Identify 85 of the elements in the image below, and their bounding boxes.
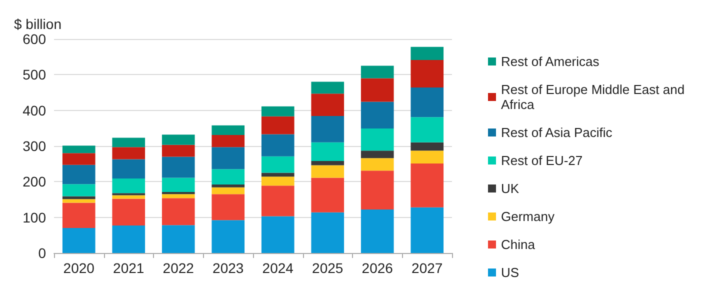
bar bbox=[261, 134, 294, 156]
bar bbox=[360, 66, 394, 78]
bar bbox=[62, 164, 96, 184]
bar bbox=[162, 198, 195, 226]
bar bbox=[410, 142, 444, 151]
bar bbox=[410, 163, 444, 208]
bar bbox=[360, 128, 394, 151]
y-tick-label: 0 bbox=[38, 245, 46, 261]
bar bbox=[112, 198, 146, 226]
bar bbox=[62, 184, 96, 196]
x-tick-label: 2021 bbox=[113, 260, 144, 276]
x-tick-label: 2023 bbox=[212, 260, 244, 276]
bar bbox=[311, 94, 344, 116]
bar bbox=[360, 209, 394, 253]
legend-label: China bbox=[501, 237, 536, 252]
bar bbox=[311, 82, 344, 94]
bar bbox=[112, 195, 146, 199]
legend-label: Rest of Asia Pacific bbox=[501, 125, 613, 140]
x-tick-label: 2025 bbox=[312, 260, 344, 276]
bar bbox=[162, 144, 195, 157]
bar bbox=[62, 146, 96, 154]
bar bbox=[62, 202, 96, 228]
bar bbox=[360, 150, 394, 158]
bar bbox=[162, 178, 195, 192]
y-tick-label: 600 bbox=[22, 31, 46, 47]
y-tick-label: 500 bbox=[22, 66, 46, 83]
y-tick-label: 200 bbox=[22, 174, 46, 190]
legend-label: Rest of EU-27 bbox=[501, 153, 583, 168]
x-tick-label: 2022 bbox=[162, 260, 194, 276]
bar bbox=[261, 156, 294, 173]
bar bbox=[112, 147, 146, 160]
bar bbox=[311, 212, 344, 253]
legend-label: Rest of Europe Middle East and Africa bbox=[501, 82, 688, 112]
y-tick-label: 400 bbox=[22, 102, 46, 118]
bar bbox=[261, 186, 294, 216]
bar bbox=[212, 194, 245, 220]
bar bbox=[410, 88, 444, 118]
x-tick-label: 2024 bbox=[262, 260, 294, 276]
bar bbox=[410, 46, 444, 60]
legend-label: Germany bbox=[501, 209, 555, 224]
bar bbox=[62, 153, 96, 165]
bar bbox=[311, 116, 344, 142]
bar bbox=[360, 158, 394, 171]
legend-label: US bbox=[501, 265, 520, 280]
bar bbox=[360, 170, 394, 210]
bar bbox=[112, 226, 146, 253]
y-tick-label: 300 bbox=[22, 138, 46, 154]
bar bbox=[261, 176, 294, 186]
x-tick-label: 2027 bbox=[412, 260, 443, 276]
y-tick-label: 100 bbox=[22, 209, 46, 226]
bar bbox=[311, 178, 344, 212]
bar bbox=[410, 117, 444, 142]
bar bbox=[311, 165, 344, 178]
bar bbox=[162, 156, 195, 178]
bar bbox=[410, 150, 444, 164]
bar bbox=[311, 160, 344, 166]
bar bbox=[311, 142, 344, 161]
bar bbox=[212, 134, 245, 148]
legend-label: UK bbox=[501, 181, 520, 196]
x-tick-label: 2026 bbox=[362, 260, 394, 276]
bar bbox=[112, 178, 146, 194]
bar bbox=[112, 138, 146, 148]
bar bbox=[162, 134, 195, 145]
bar bbox=[261, 106, 294, 116]
y-axis-title: $ billion bbox=[14, 16, 62, 32]
bar bbox=[261, 216, 294, 253]
bar bbox=[212, 169, 245, 185]
bar bbox=[62, 228, 96, 253]
bar bbox=[212, 220, 245, 253]
bar bbox=[112, 159, 146, 178]
bar bbox=[261, 172, 294, 177]
x-tick-label: 2020 bbox=[63, 260, 95, 276]
bar bbox=[212, 125, 245, 135]
bar bbox=[212, 184, 245, 188]
bar bbox=[212, 187, 245, 194]
legend-label: Rest of Americas bbox=[501, 54, 600, 69]
bar bbox=[62, 199, 96, 203]
bar bbox=[360, 78, 394, 102]
bar bbox=[162, 194, 195, 198]
bar bbox=[212, 147, 245, 170]
bar bbox=[261, 116, 294, 134]
bar bbox=[360, 102, 394, 129]
bar bbox=[162, 225, 195, 253]
bar bbox=[410, 207, 444, 253]
bar bbox=[410, 60, 444, 88]
